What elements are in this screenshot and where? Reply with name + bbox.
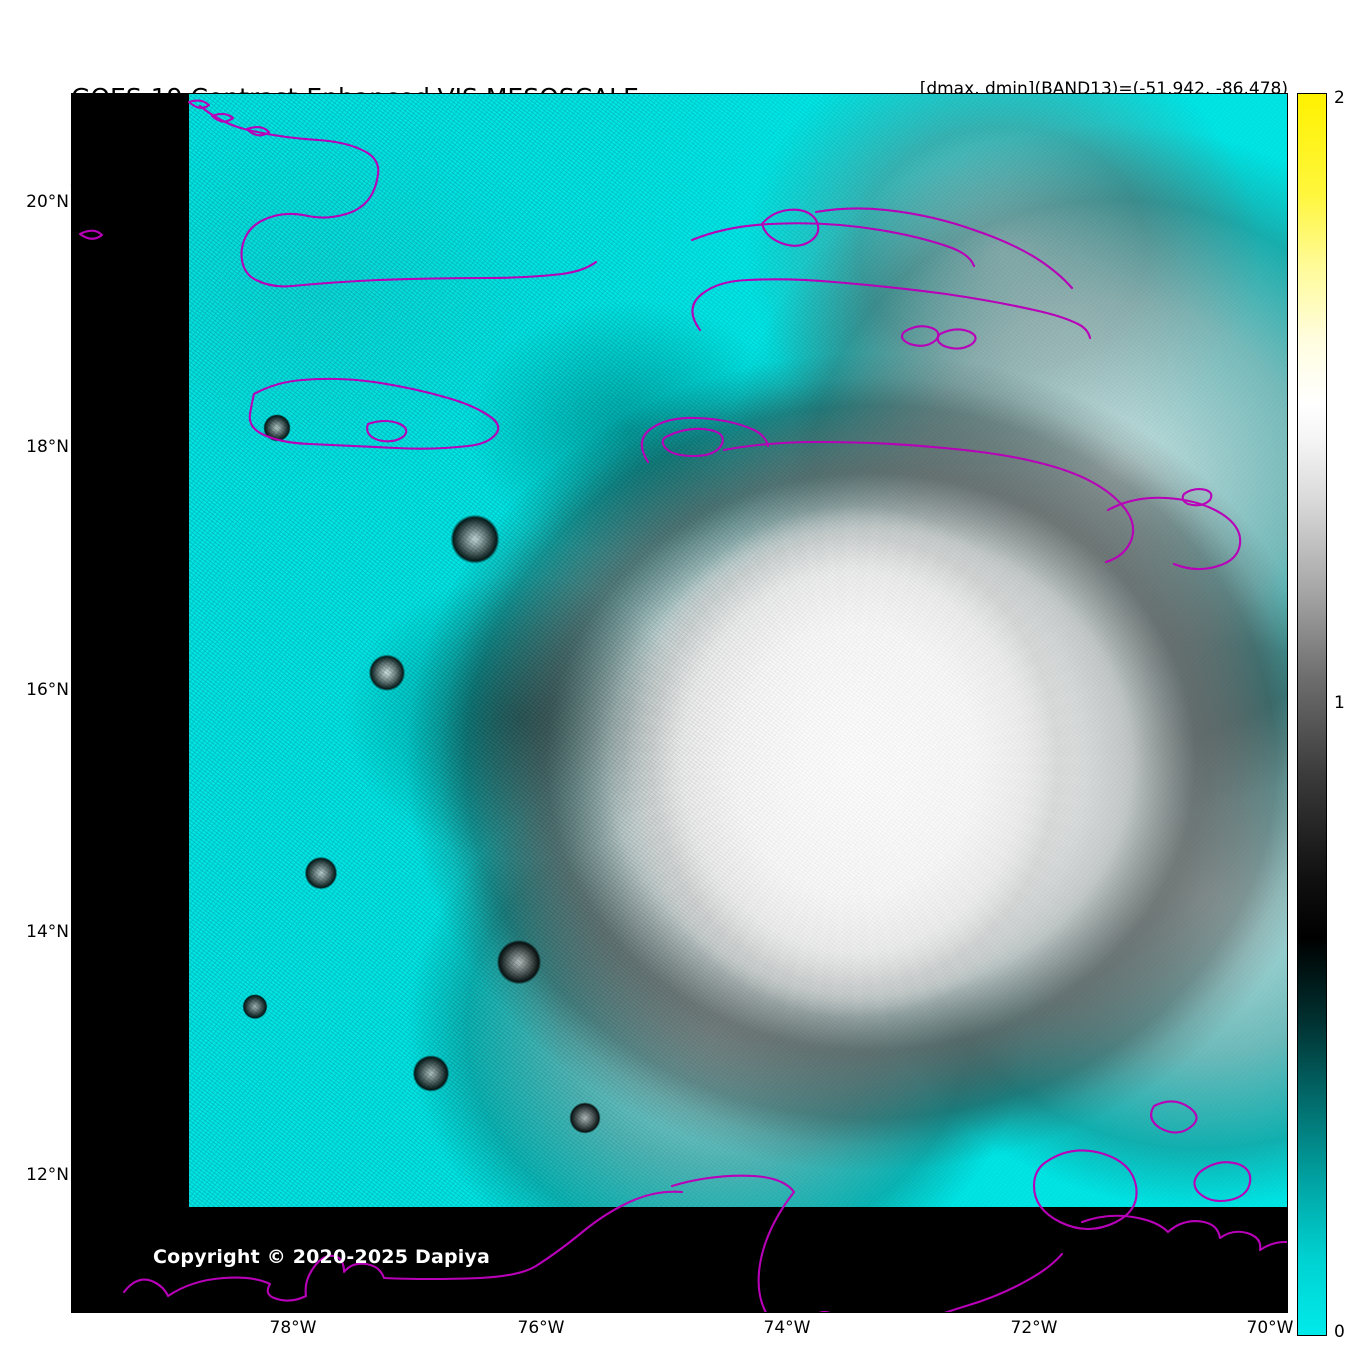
xtick-label-74w: 74°W — [763, 1318, 811, 1338]
satellite-raster — [189, 94, 1287, 1207]
ytick-label-12n: 12°N — [26, 1165, 69, 1185]
coastline-south-america — [122, 1190, 684, 1302]
colorbar-tick-2: 2 — [1334, 88, 1345, 108]
satellite-plot-area[interactable]: Copyright © 2020-2025 Dapiya — [71, 93, 1288, 1313]
coastline-puerto-rico-west — [1181, 488, 1213, 507]
coastline-cuba — [187, 99, 211, 109]
colorbar[interactable] — [1297, 93, 1327, 1336]
coastline-trinidad — [1193, 1161, 1252, 1203]
coastline-jamaica — [248, 377, 500, 450]
coastline-cay-west — [78, 229, 104, 240]
coastline-hispaniola-north — [690, 222, 976, 268]
coastline-cuba-cay-b — [245, 126, 271, 137]
coastline-hispaniola-bay-b — [936, 328, 977, 350]
xtick-label-72w: 72°W — [1010, 1318, 1058, 1338]
coastline-hispaniola-northcoast — [691, 278, 1092, 340]
coastline-overlay — [78, 99, 1287, 1312]
coastline-south-america-east — [1080, 1214, 1287, 1252]
coastline-aruba — [1150, 1100, 1198, 1134]
ytick-label-16n: 16°N — [26, 680, 69, 700]
xtick-label-76w: 76°W — [517, 1318, 565, 1338]
coastline-hispaniola-dr-south — [722, 440, 1135, 564]
coastline-cuba-cay-a — [210, 112, 235, 123]
ytick-label-20n: 20°N — [26, 192, 69, 212]
colorbar-tick-0: 0 — [1334, 1322, 1345, 1342]
coastline-south-america-gulf — [670, 1174, 1064, 1312]
coastline-cuba-mainland — [198, 104, 598, 288]
coastline-hispaniola-southcoast — [640, 416, 770, 464]
xtick-label-78w: 78°W — [269, 1318, 317, 1338]
coastline-hispaniola-bay-a — [900, 325, 940, 347]
coastline-jamaica-bay — [366, 419, 408, 443]
coastline-hispaniola-haiti-south — [661, 427, 724, 458]
coastline-hispaniola-dr-east — [1106, 496, 1242, 571]
coastline-curacao — [1032, 1149, 1138, 1231]
xtick-label-70w: 70°W — [1246, 1318, 1294, 1338]
coastline-cuba-east-cays — [760, 208, 820, 247]
coastline-cuba-east-tip — [814, 207, 1074, 290]
ytick-label-18n: 18°N — [26, 437, 69, 457]
copyright-label: Copyright © 2020-2025 Dapiya — [153, 1246, 491, 1268]
colorbar-tick-1: 1 — [1334, 693, 1345, 713]
ytick-label-14n: 14°N — [26, 922, 69, 942]
